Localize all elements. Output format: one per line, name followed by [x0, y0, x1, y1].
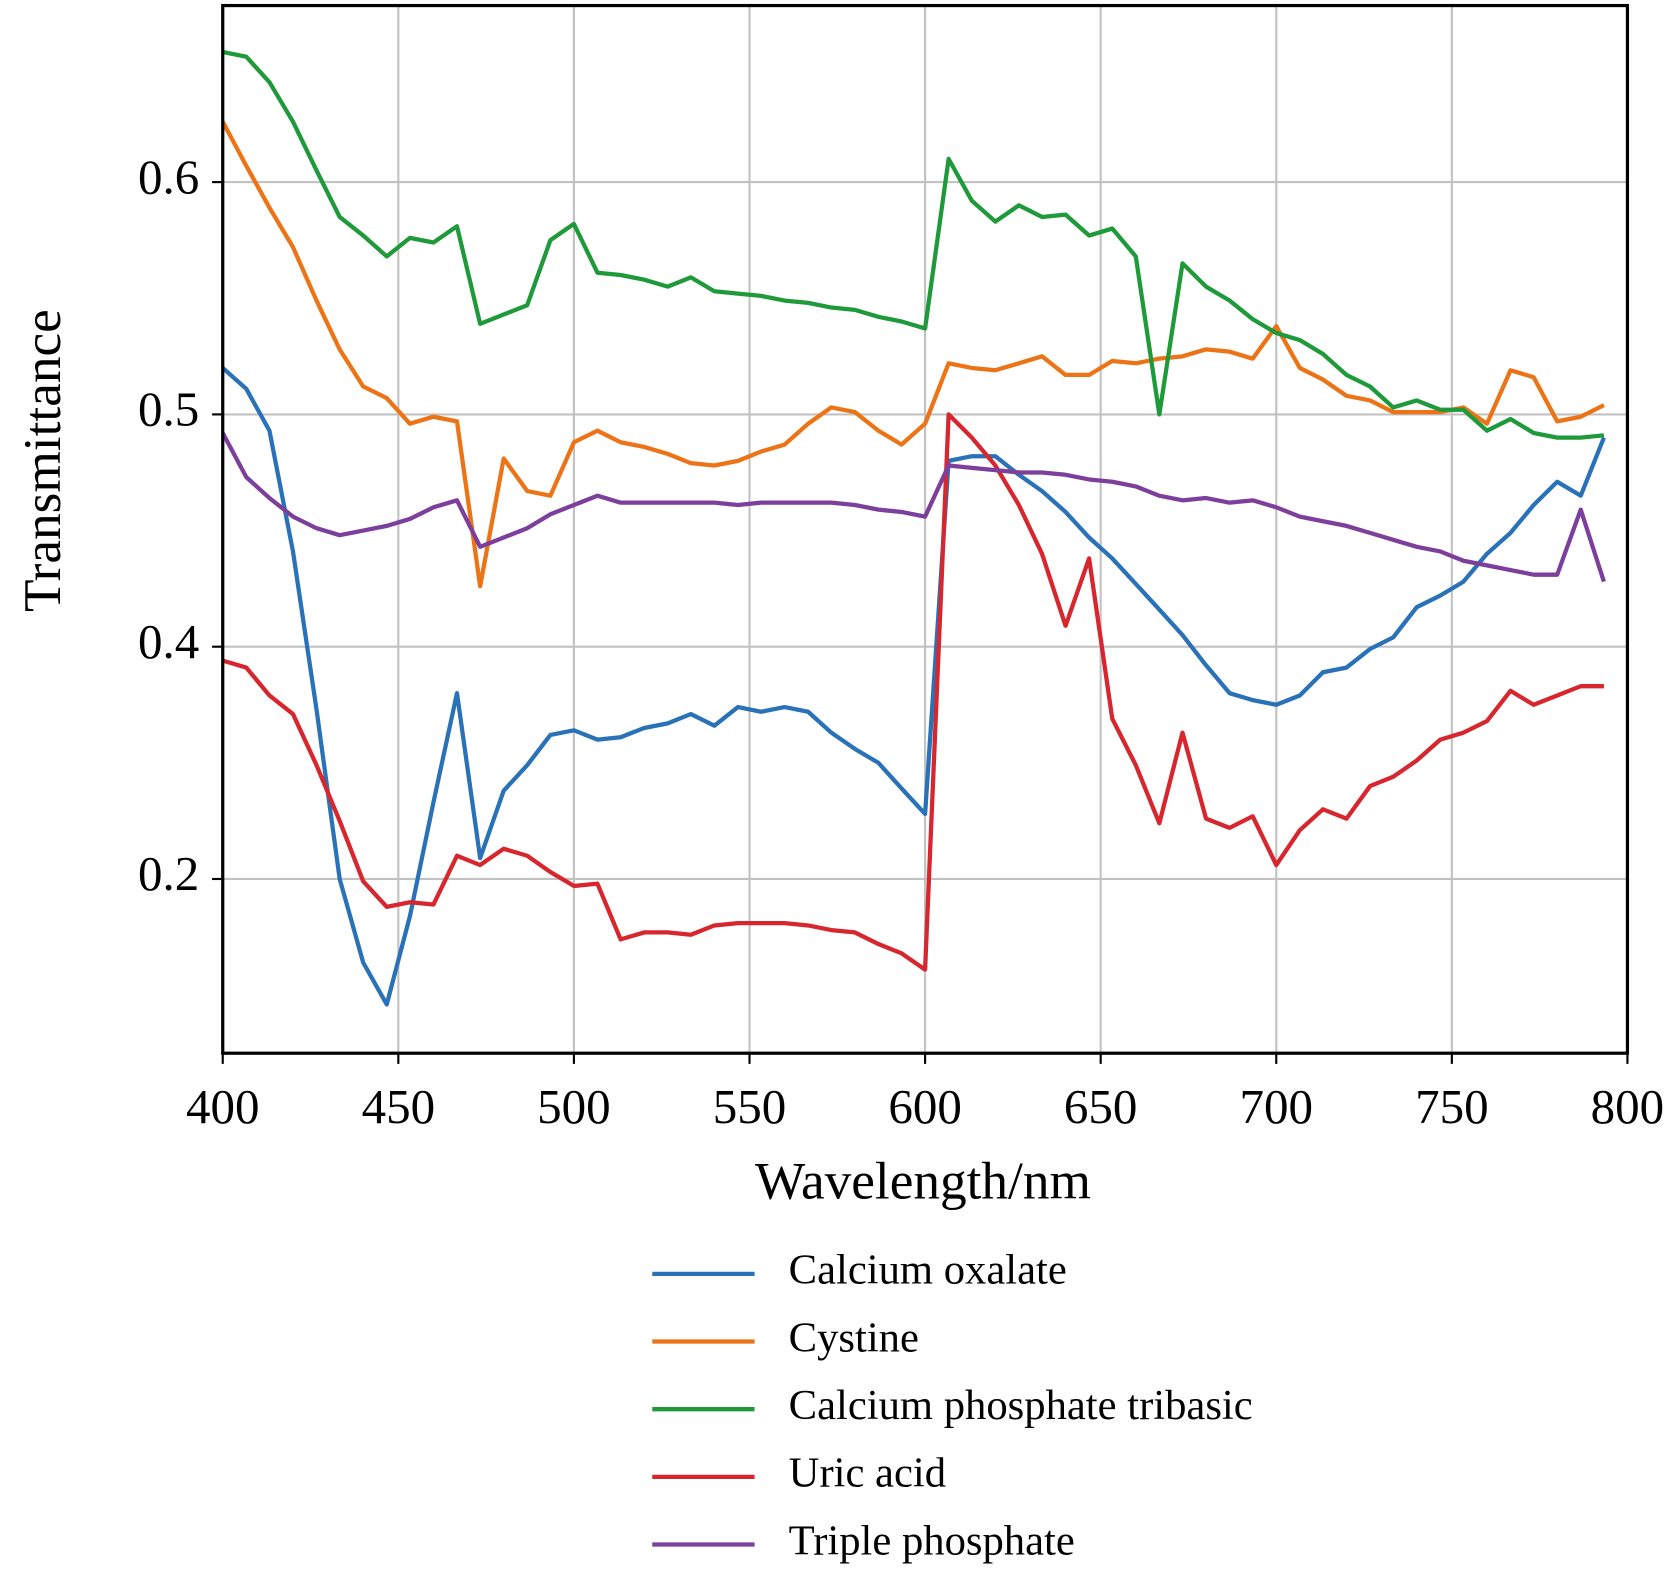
x-tick-label: 400 [186, 1079, 260, 1134]
y-tick-label: 0.2 [138, 846, 199, 901]
data-line [222, 49, 1605, 440]
x-tick-label: 500 [537, 1079, 611, 1134]
x-tick-label: 700 [1239, 1079, 1313, 1134]
y-tick-label: 0.4 [138, 614, 199, 669]
legend-label: Triple phosphate [789, 1517, 1075, 1564]
y-axis-label: Transmittance [13, 309, 72, 612]
legend-label: Calcium phosphate tribasic [789, 1382, 1253, 1429]
x-tick-label: 550 [713, 1079, 787, 1134]
data-line [220, 120, 1605, 589]
y-tick-label: 0.6 [138, 149, 199, 204]
ticks: 400 450 500 550 600 650 700 750 800 0.2 0.4 0.5 0.6 [138, 149, 1664, 1134]
grid [221, 5, 1629, 1054]
data-line [222, 412, 1604, 972]
legend-label: Uric acid [789, 1450, 946, 1497]
y-tick-label: 0.5 [138, 382, 199, 437]
legend-label: Cystine [789, 1314, 919, 1361]
x-tick-label: 450 [362, 1079, 436, 1134]
x-tick-label: 600 [888, 1079, 962, 1134]
legend-label: Calcium oxalate [789, 1247, 1067, 1294]
data-line [221, 366, 1606, 1007]
plot-lines [220, 49, 1606, 1007]
x-tick-label: 650 [1064, 1079, 1138, 1134]
x-tick-label: 750 [1415, 1079, 1489, 1134]
x-axis-label: Wavelength/nm [755, 1152, 1091, 1211]
legend: Calcium oxalate Cystine Calcium phosphate … [652, 1247, 1253, 1564]
data-line [220, 431, 1606, 583]
x-tick-label: 800 [1591, 1079, 1665, 1134]
